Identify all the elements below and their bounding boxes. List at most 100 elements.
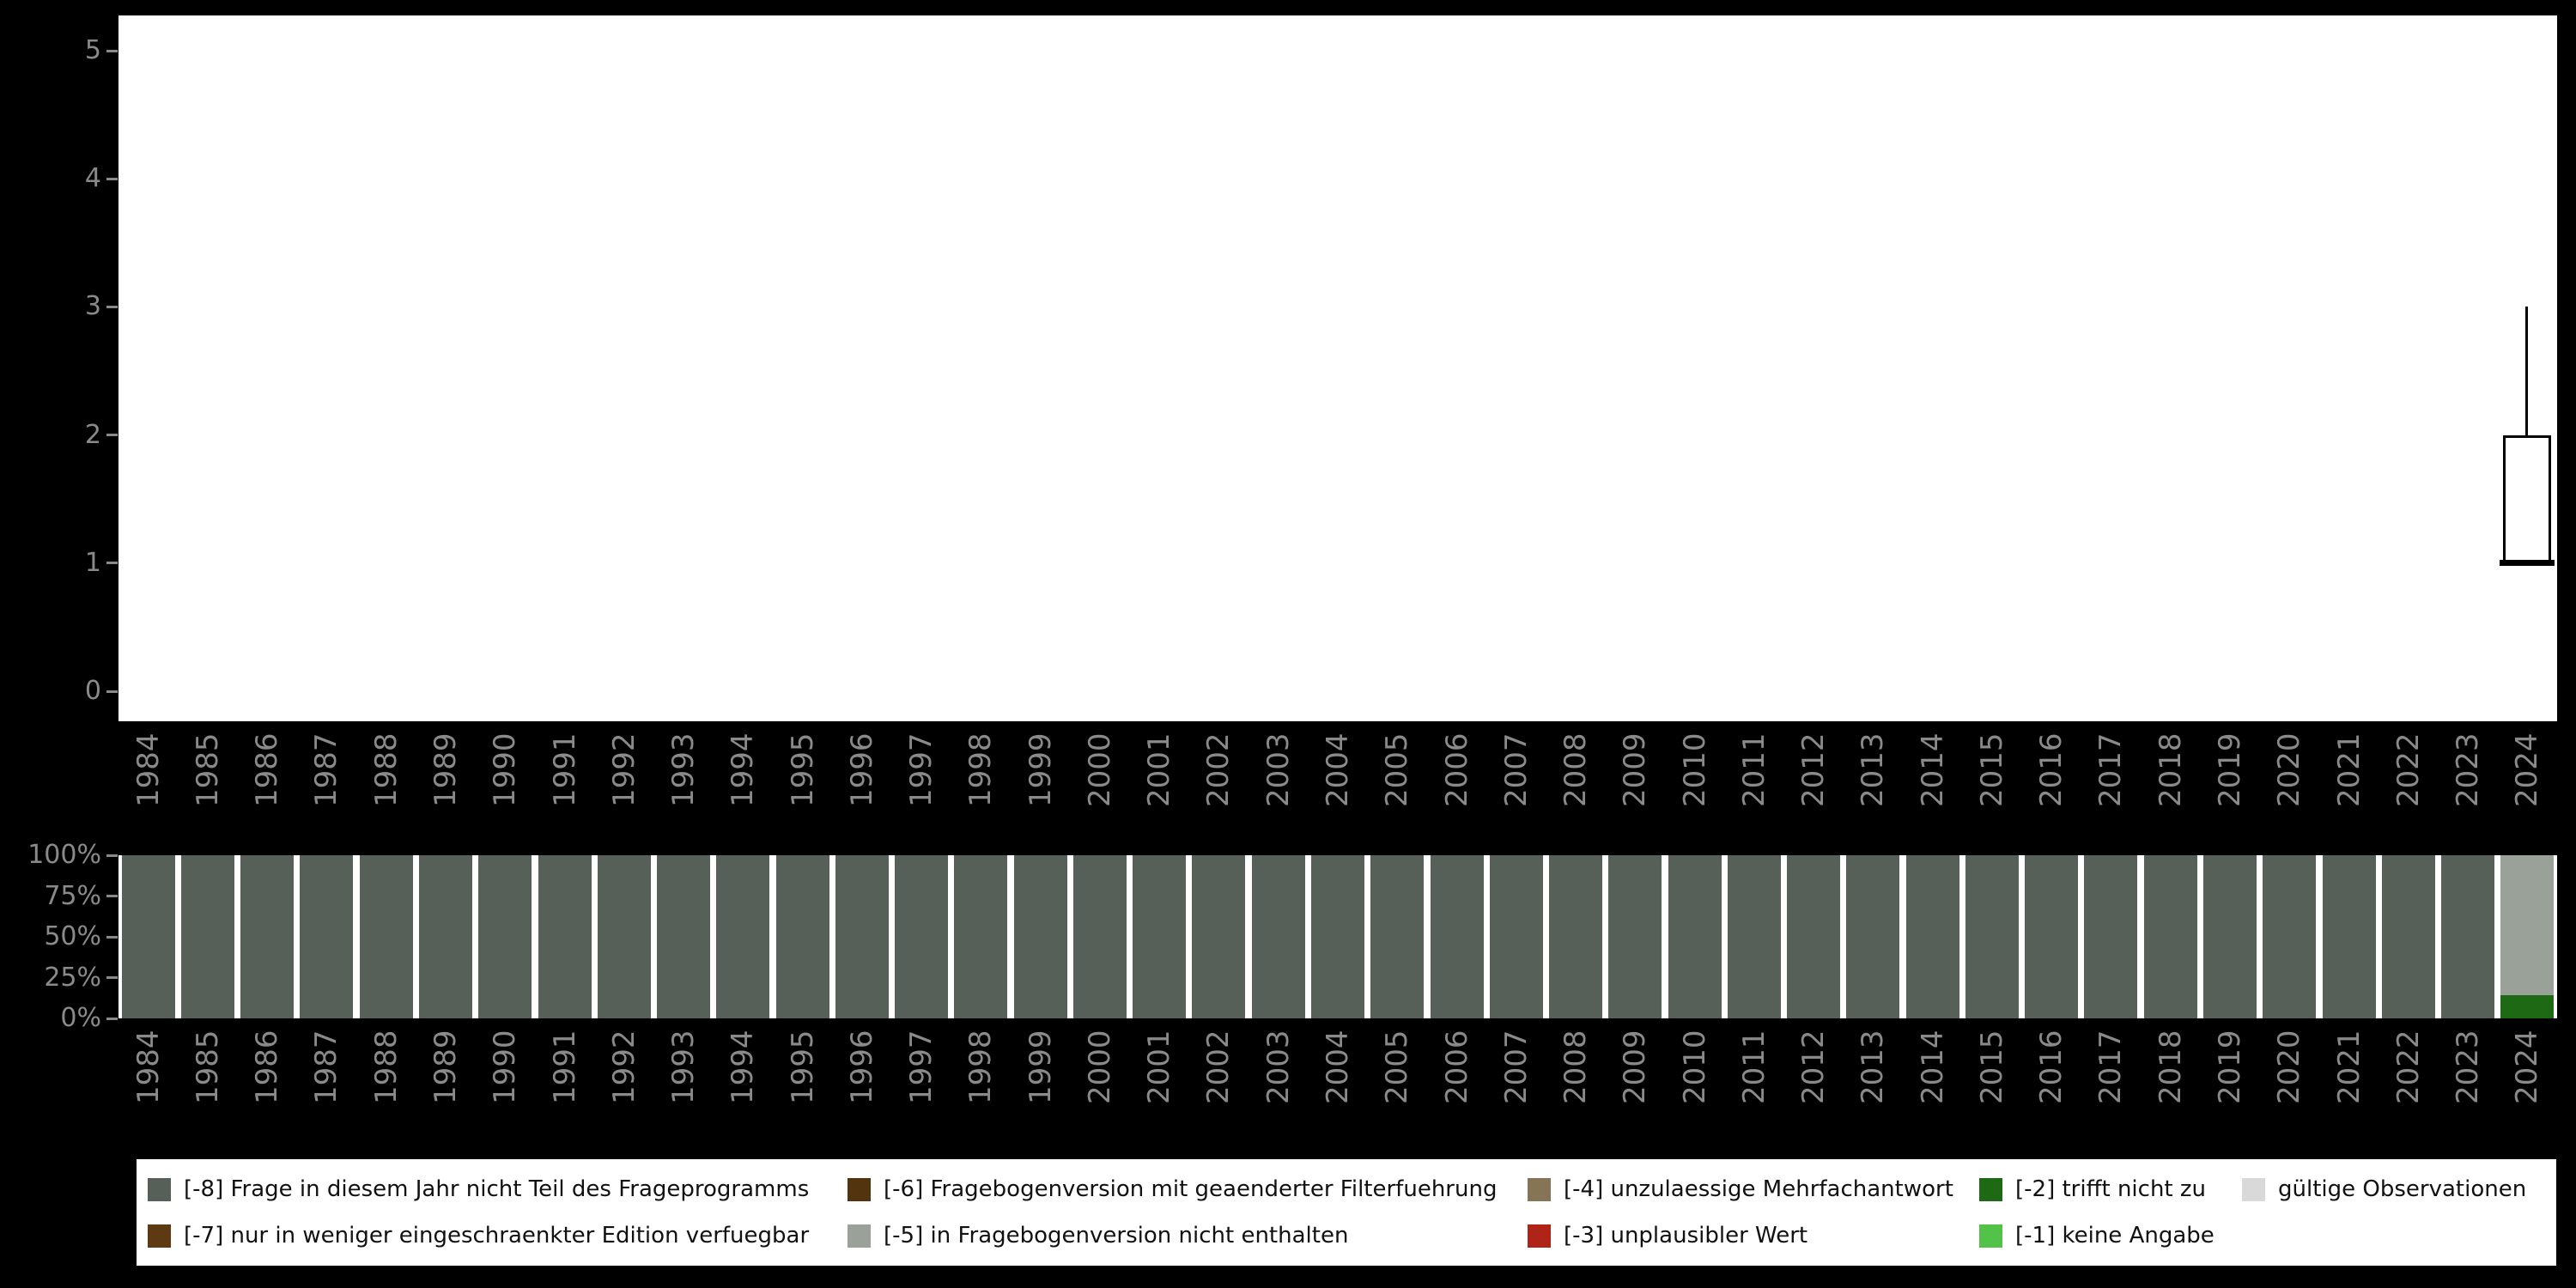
x-tick-label: 1986 bbox=[250, 1030, 285, 1104]
x-tick-label: 2011 bbox=[1736, 1030, 1771, 1104]
bar-segment-1992 bbox=[597, 855, 651, 1018]
x-tick-label: 1990 bbox=[488, 1030, 523, 1104]
bar-segment-2003 bbox=[1251, 855, 1305, 1018]
bar-segment-2021 bbox=[2322, 855, 2376, 1018]
bar-segment-1994 bbox=[716, 855, 770, 1018]
y-tick-label: 0 bbox=[84, 676, 101, 706]
legend-swatch--1 bbox=[1979, 1224, 2002, 1248]
x-tick-label: 1994 bbox=[726, 732, 761, 807]
bar-segment-2018 bbox=[2143, 855, 2197, 1018]
bar-segment-1997 bbox=[895, 855, 949, 1018]
legend-label--1: [-1] keine Angabe bbox=[2015, 1223, 2215, 1249]
x-tick-label: 2024 bbox=[2510, 732, 2545, 807]
bar-segment-2020 bbox=[2263, 855, 2317, 1018]
y-tick-mark bbox=[106, 49, 118, 52]
x-tick-label: 1991 bbox=[547, 732, 582, 807]
percent-tick-mark bbox=[106, 976, 118, 979]
percent-tick-label: 100% bbox=[27, 840, 101, 870]
bar-segment-2006 bbox=[1430, 855, 1484, 1018]
y-tick-mark bbox=[106, 562, 118, 565]
bar-segment-1986 bbox=[240, 855, 295, 1018]
x-tick-label: 2010 bbox=[1677, 1030, 1712, 1104]
x-tick-label: 2003 bbox=[1261, 732, 1296, 807]
x-tick-label: 1995 bbox=[785, 1030, 820, 1104]
x-tick-label: 2013 bbox=[1856, 1030, 1891, 1104]
x-tick-label: 1993 bbox=[666, 1030, 702, 1104]
x-tick-label: 2016 bbox=[2034, 1030, 2069, 1104]
bar-segment-2017 bbox=[2084, 855, 2138, 1018]
bar-segment-1989 bbox=[418, 855, 472, 1018]
x-tick-label: 1992 bbox=[606, 1030, 641, 1104]
bar-segment-2024 bbox=[2500, 855, 2555, 996]
x-tick-label: 2011 bbox=[1736, 732, 1771, 807]
bar-segment-2001 bbox=[1133, 855, 1187, 1018]
x-tick-label: 2007 bbox=[1498, 732, 1534, 807]
x-tick-label: 2010 bbox=[1677, 732, 1712, 807]
bar-segment-2013 bbox=[1846, 855, 1900, 1018]
y-tick-label: 1 bbox=[84, 547, 101, 578]
x-tick-label: 2014 bbox=[1915, 1030, 1950, 1104]
x-tick-label: 1988 bbox=[368, 1030, 404, 1104]
legend-swatch--6 bbox=[848, 1178, 871, 1201]
x-tick-label: 2016 bbox=[2034, 732, 2069, 807]
bar-segment-2024 bbox=[2500, 995, 2555, 1018]
x-tick-label: 2006 bbox=[1439, 1030, 1474, 1104]
bar-segment-2002 bbox=[1192, 855, 1246, 1018]
y-tick-label: 5 bbox=[84, 35, 101, 65]
bar-segment-2005 bbox=[1370, 855, 1425, 1018]
x-tick-label: 2021 bbox=[2331, 732, 2366, 807]
x-tick-label: 1998 bbox=[963, 1030, 999, 1104]
x-tick-label: 1993 bbox=[666, 732, 702, 807]
bar-segment-2022 bbox=[2381, 855, 2435, 1018]
x-tick-label: 2006 bbox=[1439, 732, 1474, 807]
x-tick-label: 2004 bbox=[1321, 1030, 1355, 1104]
percent-tick-label: 25% bbox=[44, 962, 101, 993]
percent-tick-mark bbox=[106, 1017, 118, 1020]
bar-segment-1990 bbox=[478, 855, 532, 1018]
bar-segment-1993 bbox=[657, 855, 711, 1018]
x-tick-label: 2020 bbox=[2272, 732, 2307, 807]
x-tick-label: 1991 bbox=[547, 1030, 582, 1104]
legend-swatch-valid bbox=[2242, 1178, 2265, 1201]
percent-tick-label: 0% bbox=[60, 1003, 101, 1033]
x-tick-label: 2021 bbox=[2331, 1030, 2366, 1104]
x-tick-label: 2019 bbox=[2213, 732, 2248, 807]
x-tick-label: 2001 bbox=[1142, 732, 1177, 807]
x-tick-label: 2000 bbox=[1082, 1030, 1117, 1104]
legend-label-valid: gültige Observationen bbox=[2278, 1176, 2527, 1202]
x-tick-label: 2004 bbox=[1321, 732, 1355, 807]
y-tick-mark bbox=[106, 690, 118, 693]
legend-label--2: [-2] trifft nicht zu bbox=[2015, 1176, 2207, 1202]
x-tick-label: 2015 bbox=[1974, 732, 2009, 807]
x-tick-label: 1985 bbox=[190, 1030, 225, 1104]
bar-segment-1998 bbox=[954, 855, 1008, 1018]
x-tick-label: 2012 bbox=[1796, 1030, 1832, 1104]
bar-segment-1985 bbox=[180, 855, 234, 1018]
x-tick-label: 2013 bbox=[1856, 732, 1891, 807]
legend-label--5: [-5] in Fragebogenversion nicht enthalte… bbox=[884, 1223, 1349, 1249]
percent-tick-mark bbox=[106, 854, 118, 857]
percent-tick-mark bbox=[106, 895, 118, 897]
x-tick-label: 1995 bbox=[785, 732, 820, 807]
x-tick-label: 2024 bbox=[2510, 1030, 2545, 1104]
x-tick-label: 2017 bbox=[2093, 732, 2129, 807]
y-tick-label: 3 bbox=[84, 291, 101, 322]
y-tick-label: 2 bbox=[84, 419, 101, 450]
bar-segment-2011 bbox=[1727, 855, 1781, 1018]
x-tick-label: 1984 bbox=[131, 732, 166, 807]
x-tick-label: 2017 bbox=[2093, 1030, 2129, 1104]
x-tick-label: 1987 bbox=[309, 1030, 344, 1104]
x-tick-label: 1985 bbox=[190, 732, 225, 807]
legend-label--8: [-8] Frage in diesem Jahr nicht Teil des… bbox=[184, 1176, 810, 1202]
bar-segment-1995 bbox=[775, 855, 829, 1018]
percent-tick-label: 50% bbox=[44, 921, 101, 951]
x-tick-label: 1988 bbox=[368, 732, 404, 807]
x-tick-label: 2009 bbox=[1618, 732, 1653, 807]
x-tick-label: 2018 bbox=[2153, 732, 2188, 807]
bar-segment-2016 bbox=[2025, 855, 2079, 1018]
x-tick-label: 1996 bbox=[844, 732, 879, 807]
bar-segment-2009 bbox=[1608, 855, 1662, 1018]
x-tick-label: 1999 bbox=[1023, 1030, 1058, 1104]
bar-segment-2015 bbox=[1965, 855, 2019, 1018]
